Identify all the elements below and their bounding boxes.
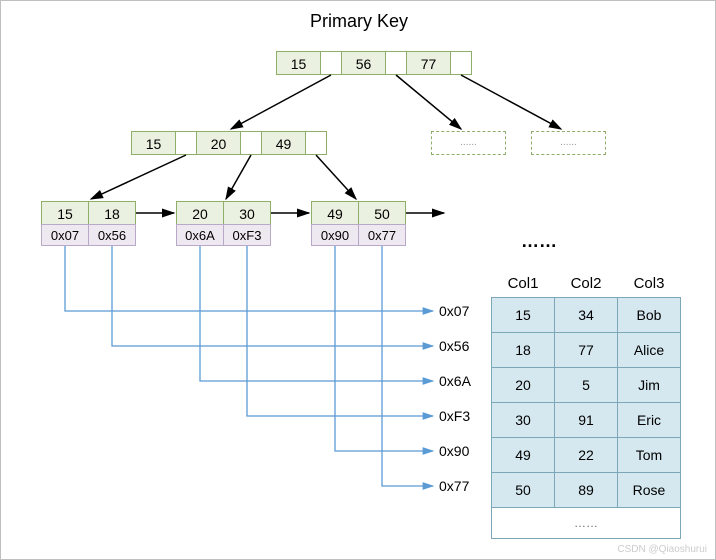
blue-ptr-3 [247,246,433,416]
edge-root-d1 [461,75,561,129]
blue-ptr-4 [335,246,433,451]
edge-root-d0 [396,75,461,129]
edge-l1-leaf2 [316,155,356,199]
blue-ptr-0 [65,246,433,311]
blue-ptr-1 [112,246,433,346]
arrows-layer [1,1,716,560]
edge-l1-leaf1 [226,155,251,199]
blue-ptr-2 [200,246,433,381]
edge-l1-leaf0 [91,155,186,199]
watermark: CSDN @Qiaoshurui [617,544,707,555]
diagram-canvas: Primary Key 15 56 77 15 20 49 ...... ...… [0,0,716,560]
blue-ptr-5 [382,246,433,486]
edge-root-l1 [231,75,331,129]
